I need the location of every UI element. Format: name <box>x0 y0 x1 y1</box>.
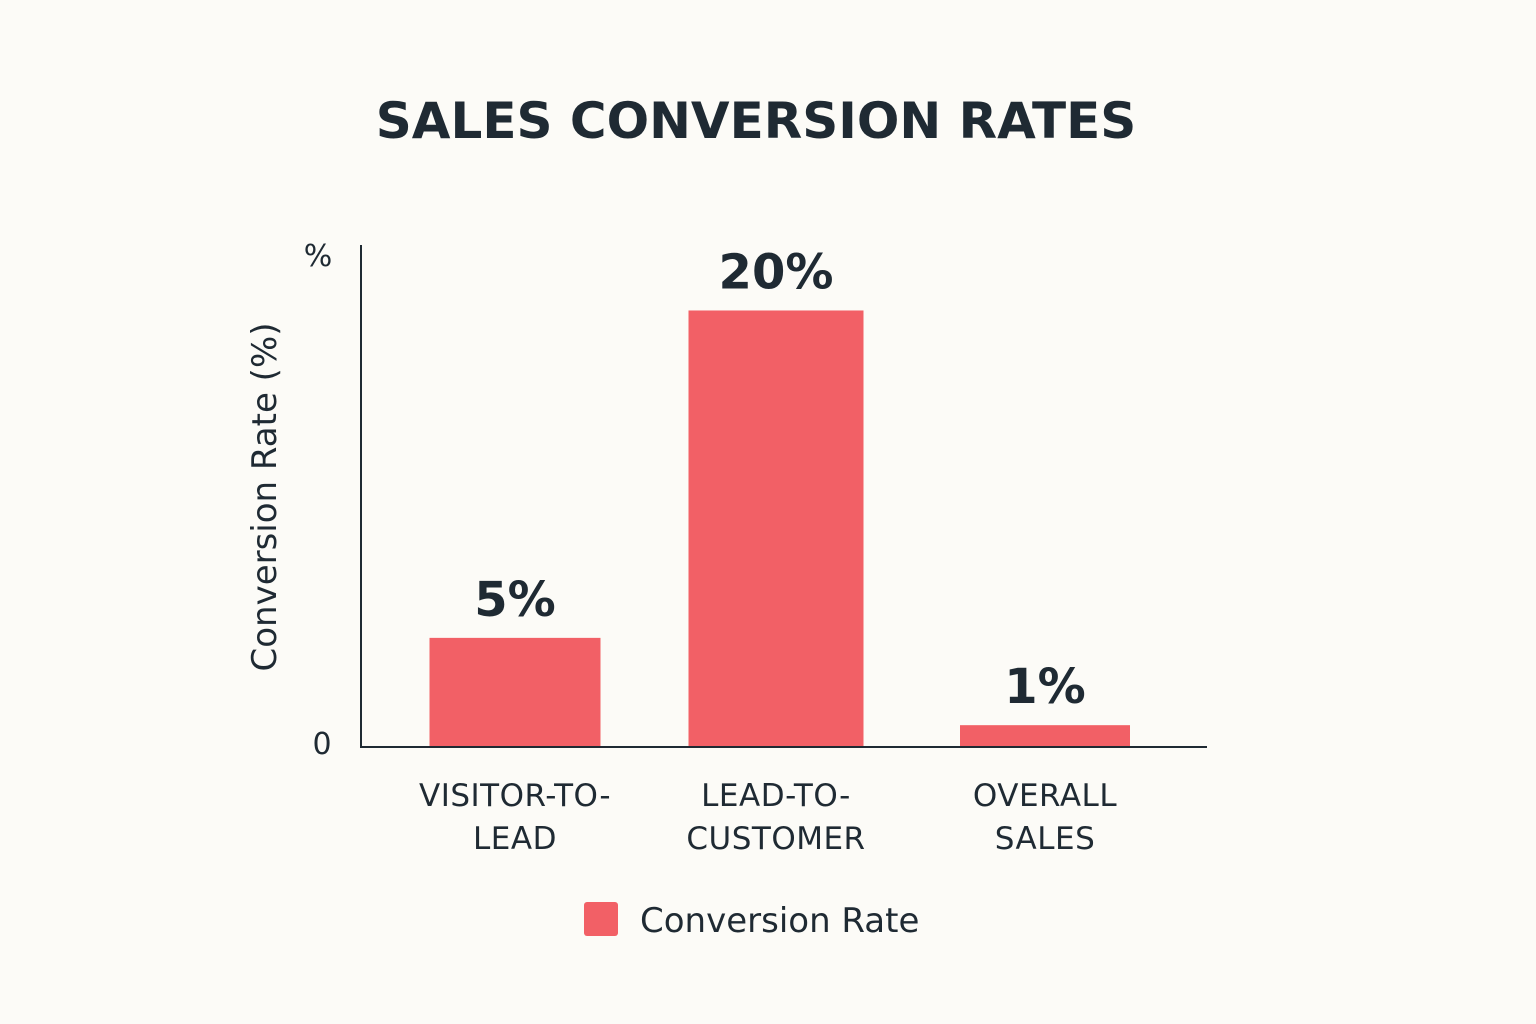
bar-2 <box>688 310 864 747</box>
legend-label: Conversion Rate <box>640 901 919 941</box>
bar-3 <box>960 725 1130 747</box>
bar-value-label-3: 1% <box>1004 659 1086 715</box>
legend: Conversion Rate <box>584 901 919 941</box>
category-label-3-line-2: SALES <box>995 821 1096 857</box>
y-tick-label-top: % <box>304 239 333 274</box>
bar-value-label-1: 5% <box>474 572 556 628</box>
category-label-1-line-1: VISITOR-TO- <box>419 778 611 814</box>
chart-title: SALES CONVERSION RATES <box>376 92 1137 150</box>
category-label-1-line-2: LEAD <box>473 821 557 857</box>
y-tick-label-zero: 0 <box>312 727 331 762</box>
category-label-2-line-2: CUSTOMER <box>686 821 865 857</box>
bar-1 <box>429 637 601 747</box>
bars-group: 5% VISITOR-TO- LEAD 20% LEAD-TO- CUSTOMER 1% OV… <box>419 244 1130 857</box>
category-label-3-line-1: OVERALL <box>973 778 1117 814</box>
y-axis-label: Conversion Rate (%) <box>245 322 285 671</box>
legend-swatch <box>584 902 618 936</box>
category-label-2-line-1: LEAD-TO- <box>701 778 851 814</box>
bar-value-label-2: 20% <box>719 244 834 300</box>
